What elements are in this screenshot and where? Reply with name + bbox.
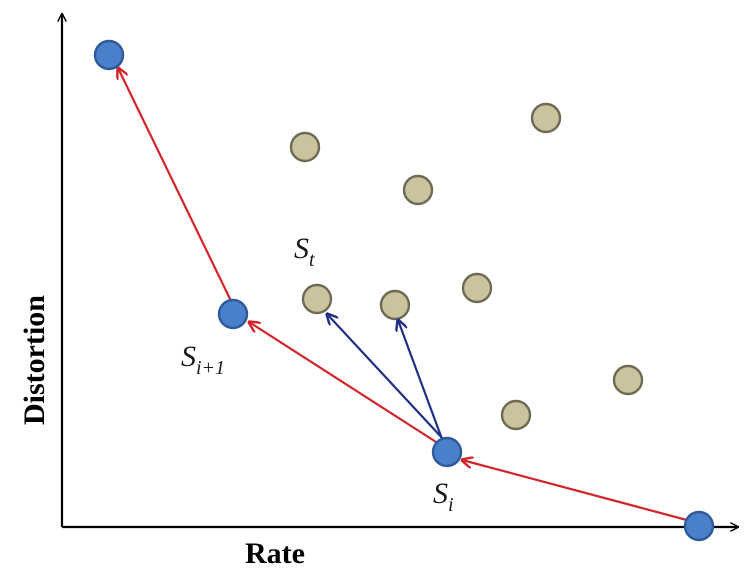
y-axis-title: Distortion bbox=[18, 295, 51, 425]
label-s-i: Si bbox=[433, 477, 454, 516]
label-s-i-sub: i bbox=[448, 494, 454, 516]
candidate-points bbox=[289, 102, 644, 431]
hull-point bbox=[683, 510, 715, 542]
candidate-arrow bbox=[327, 314, 445, 441]
label-s-t-base: S bbox=[294, 232, 309, 265]
candidate-point bbox=[402, 174, 434, 206]
candidate-arrow bbox=[398, 320, 444, 440]
x-axis-title: Rate bbox=[245, 537, 305, 570]
label-s-i-plus-1: Si+1 bbox=[181, 340, 225, 379]
hull-arrow bbox=[249, 322, 448, 450]
label-s-i-base: S bbox=[433, 477, 448, 510]
candidate-point bbox=[530, 102, 562, 134]
hull-arrow bbox=[118, 68, 233, 304]
candidate-point bbox=[379, 289, 411, 321]
candidate-point bbox=[500, 399, 532, 431]
candidate-point bbox=[461, 272, 493, 304]
candidate-arrows bbox=[327, 314, 445, 441]
candidate-point bbox=[289, 131, 321, 163]
hull-point bbox=[217, 298, 249, 330]
label-s-t: St bbox=[294, 232, 315, 271]
candidate-point bbox=[612, 364, 644, 396]
hull-arrow bbox=[462, 460, 699, 525]
hull-point bbox=[93, 39, 125, 71]
label-s-i-plus-1-base: S bbox=[181, 340, 196, 373]
candidate-point bbox=[301, 283, 333, 315]
hull-points bbox=[93, 39, 715, 542]
label-s-i-plus-1-sub: i+1 bbox=[196, 357, 225, 379]
label-s-t-sub: t bbox=[309, 249, 315, 271]
hull-point bbox=[431, 436, 463, 468]
hull-arrows bbox=[118, 68, 699, 525]
